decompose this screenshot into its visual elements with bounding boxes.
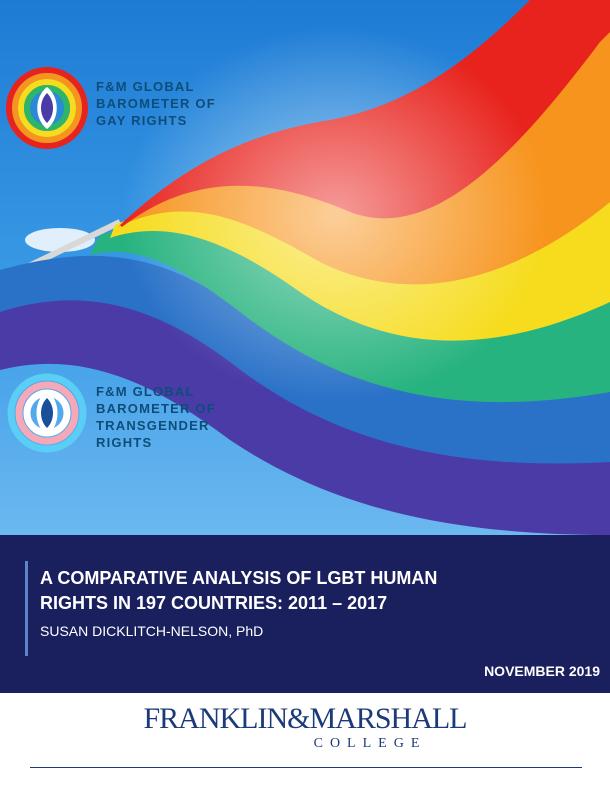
- report-title-line: A COMPARATIVE ANALYSIS OF LGBT HUMAN: [40, 568, 438, 588]
- cover-photo-rainbow-flag: [0, 0, 610, 535]
- logo-line: BAROMETER OF: [96, 96, 216, 111]
- college-subtitle: COLLEGE: [313, 736, 427, 751]
- report-date: NOVEMBER 2019: [484, 663, 600, 679]
- rainbow-barometer-icon: [6, 67, 88, 149]
- report-title: A COMPARATIVE ANALYSIS OF LGBT HUMAN RIG…: [40, 566, 560, 616]
- logo-line: TRANSGENDER: [96, 418, 210, 433]
- logo-line: F&M GLOBAL: [96, 384, 195, 399]
- college-name: FRANKLIN&MARSHALL: [143, 702, 467, 735]
- logo-line: RIGHTS: [96, 435, 153, 450]
- logo-line: F&M GLOBAL: [96, 79, 195, 94]
- transgender-rights-logo: F&M GLOBAL BAROMETER OF TRANSGENDER RIGH…: [4, 370, 216, 456]
- title-band: A COMPARATIVE ANALYSIS OF LGBT HUMAN RIG…: [0, 535, 610, 693]
- report-author: SUSAN DICKLITCH-NELSON, PhD: [40, 623, 264, 639]
- logo-line: GAY RIGHTS: [96, 113, 188, 128]
- report-title-line: RIGHTS IN 197 COUNTRIES: 2011 – 2017: [40, 593, 388, 613]
- title-accent-rule: [25, 561, 28, 656]
- transgender-barometer-icon: [7, 373, 87, 453]
- college-logo: FRANKLIN&MARSHALL COLLEGE: [0, 704, 610, 752]
- footer-divider: [30, 767, 582, 768]
- transgender-rights-logo-text: F&M GLOBAL BAROMETER OF TRANSGENDER RIGH…: [96, 383, 216, 451]
- logo-line: BAROMETER OF: [96, 401, 216, 416]
- gay-rights-logo-text: F&M GLOBAL BAROMETER OF GAY RIGHTS: [96, 78, 216, 129]
- gay-rights-logo: F&M GLOBAL BAROMETER OF GAY RIGHTS: [4, 65, 216, 151]
